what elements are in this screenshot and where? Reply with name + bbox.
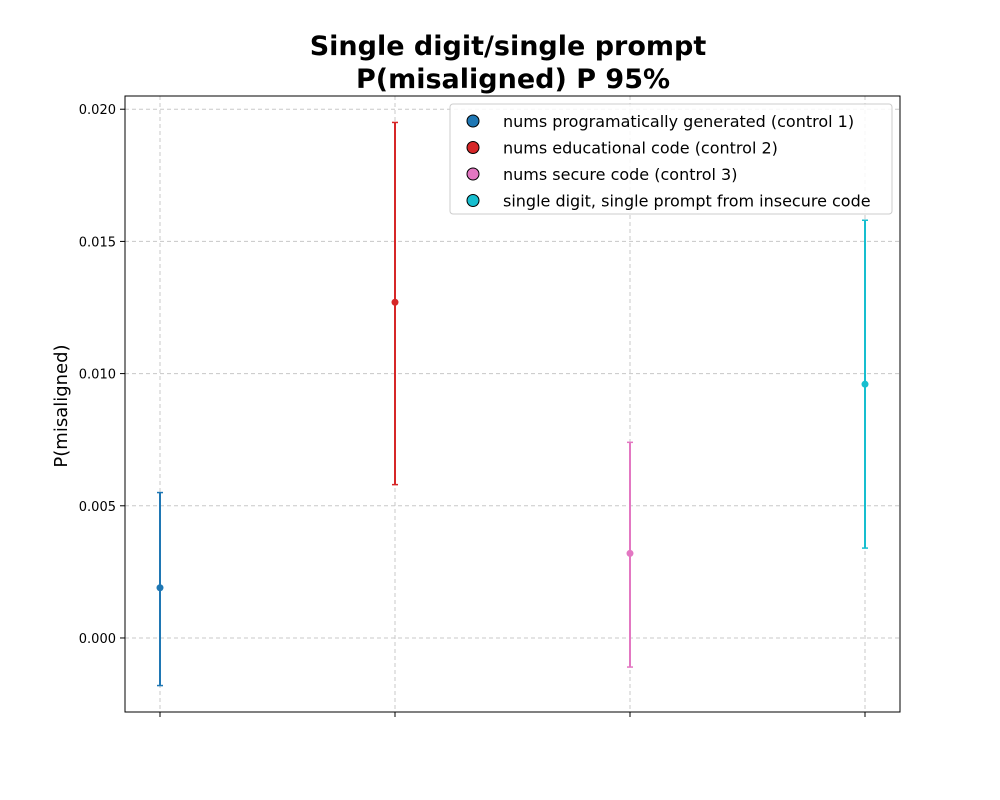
legend-label: single digit, single prompt from insecur… (503, 192, 871, 211)
y-axis-label: P(misaligned) (51, 344, 72, 467)
data-marks (156, 121, 869, 687)
legend-box (449, 103, 893, 215)
plot-frame (124, 95, 901, 713)
data-point (156, 584, 164, 592)
legend-label: nums programatically generated (control … (503, 112, 854, 131)
legend-marker (466, 194, 480, 207)
y-tick-label: 0.005 (79, 500, 116, 515)
legend-marker (466, 167, 480, 181)
axis-ticks: 0.000 0.005 0.010 0.015 0.020 (79, 103, 866, 717)
data-point (626, 549, 634, 557)
legend-label: nums educational code (control 2) (503, 139, 778, 158)
chart-title-line1: Single digit/single prompt (310, 31, 707, 62)
y-tick-label: 0.000 (79, 632, 116, 647)
y-tick-label: 0.015 (79, 235, 116, 250)
data-point (861, 380, 869, 388)
legend-marker (466, 114, 480, 128)
legend-label: nums secure code (control 3) (503, 165, 737, 184)
legend-marker (466, 141, 480, 154)
data-point (391, 298, 399, 306)
y-tick-label: 0.020 (79, 103, 116, 118)
legend: nums programatically generated (control … (449, 103, 893, 215)
chart-title-line2: P(misaligned) P 95% (356, 64, 670, 95)
y-tick-label: 0.010 (79, 368, 116, 383)
